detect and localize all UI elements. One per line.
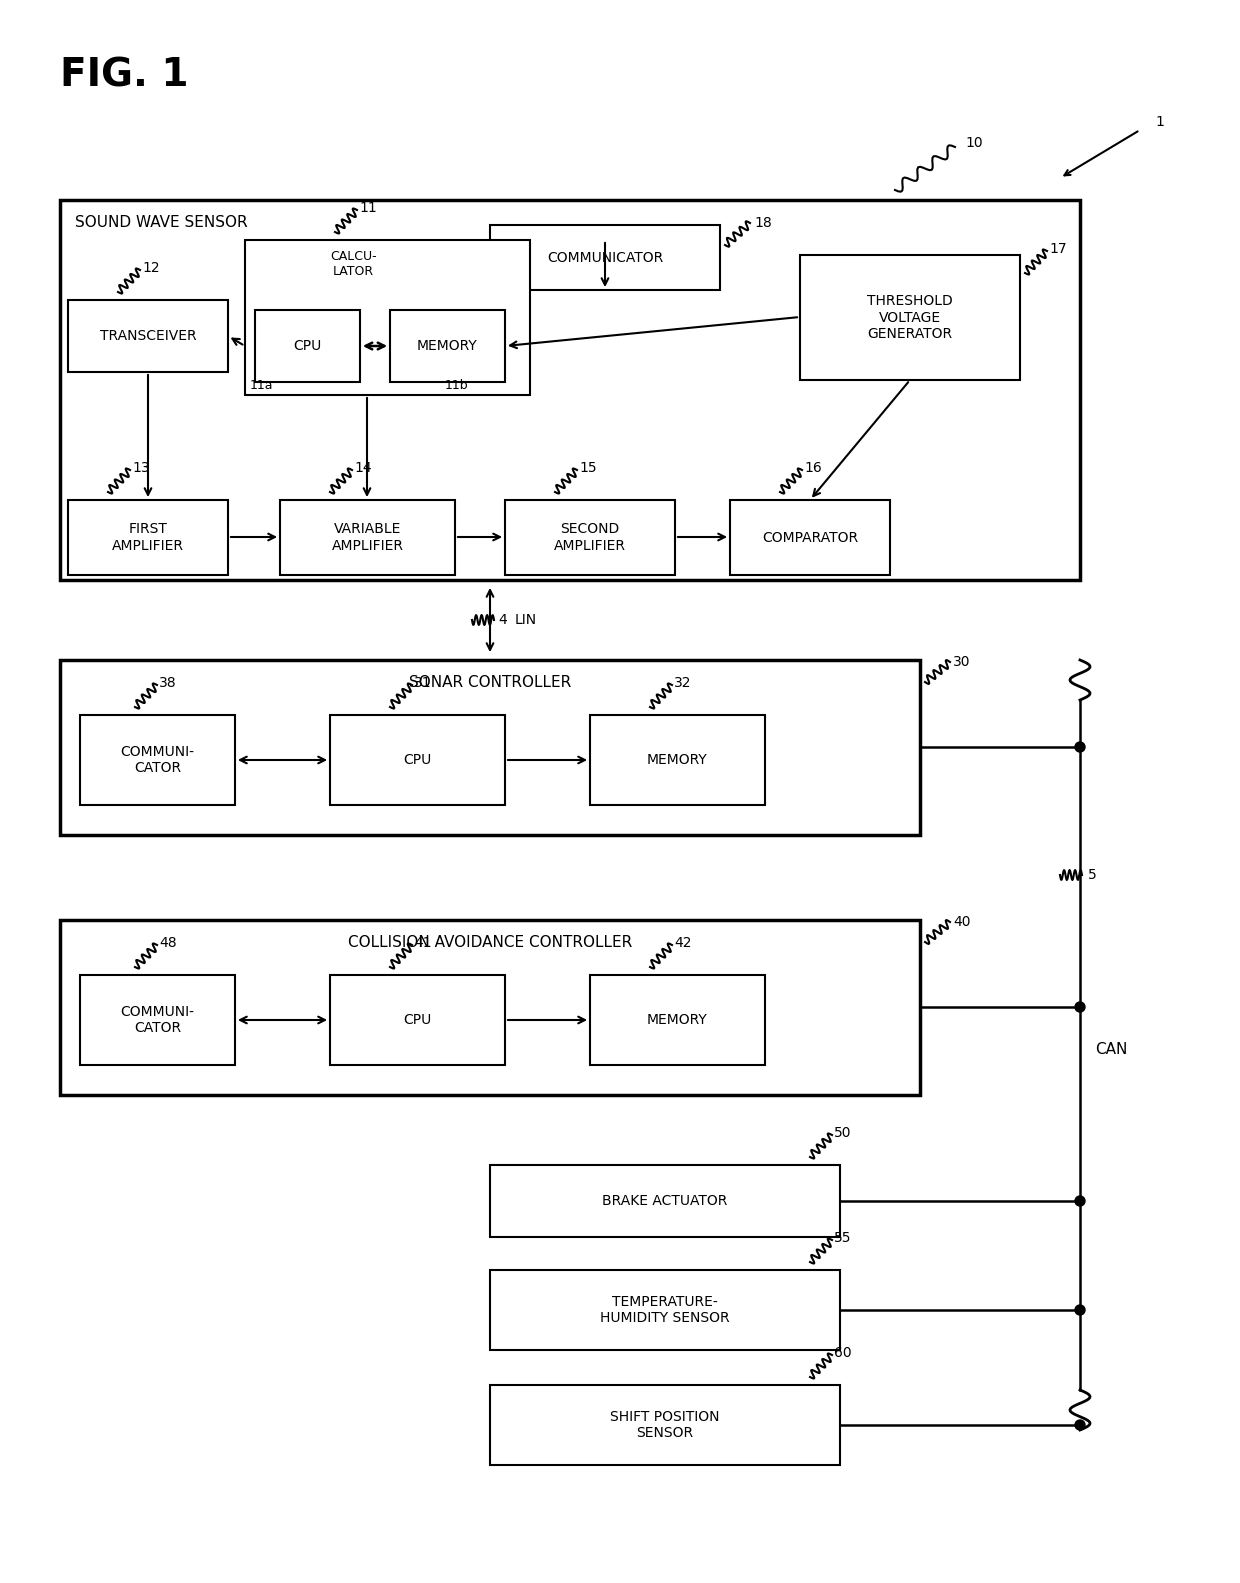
Bar xyxy=(330,716,505,806)
Text: 12: 12 xyxy=(143,261,160,275)
Text: 11: 11 xyxy=(360,201,377,215)
Bar xyxy=(246,241,529,396)
Circle shape xyxy=(1075,1197,1085,1206)
Bar xyxy=(505,500,675,575)
Bar xyxy=(730,500,890,575)
Bar xyxy=(330,975,505,1065)
Text: 48: 48 xyxy=(159,936,176,950)
Bar xyxy=(490,1385,839,1464)
Bar xyxy=(590,975,765,1065)
Bar xyxy=(590,716,765,806)
Text: COLLISION AVOIDANCE CONTROLLER: COLLISION AVOIDANCE CONTROLLER xyxy=(348,934,632,950)
Text: FIG. 1: FIG. 1 xyxy=(60,55,188,93)
Text: BRAKE ACTUATOR: BRAKE ACTUATOR xyxy=(603,1194,728,1208)
Text: MEMORY: MEMORY xyxy=(417,339,477,353)
Circle shape xyxy=(1075,742,1085,752)
Bar xyxy=(60,660,920,834)
Bar xyxy=(800,255,1021,380)
Text: 10: 10 xyxy=(965,136,982,150)
Text: VARIABLE
AMPLIFIER: VARIABLE AMPLIFIER xyxy=(331,522,403,552)
Text: 40: 40 xyxy=(954,915,971,929)
Text: MEMORY: MEMORY xyxy=(647,754,708,768)
Text: SOUND WAVE SENSOR: SOUND WAVE SENSOR xyxy=(74,215,248,230)
Text: 4: 4 xyxy=(498,613,507,627)
Text: SECOND
AMPLIFIER: SECOND AMPLIFIER xyxy=(554,522,626,552)
Text: TRANSCEIVER: TRANSCEIVER xyxy=(99,329,196,344)
Text: 30: 30 xyxy=(954,655,971,670)
Text: SONAR CONTROLLER: SONAR CONTROLLER xyxy=(409,674,572,690)
Bar xyxy=(490,1270,839,1350)
Text: CPU: CPU xyxy=(294,339,321,353)
Text: THRESHOLD
VOLTAGE
GENERATOR: THRESHOLD VOLTAGE GENERATOR xyxy=(867,294,952,340)
Bar xyxy=(60,199,1080,579)
Text: 50: 50 xyxy=(835,1126,852,1140)
Text: 11a: 11a xyxy=(250,378,274,391)
Bar xyxy=(490,225,720,290)
Text: COMPARATOR: COMPARATOR xyxy=(761,530,858,545)
Text: 60: 60 xyxy=(835,1346,852,1360)
Circle shape xyxy=(1075,1002,1085,1012)
Text: COMMUNI-
CATOR: COMMUNI- CATOR xyxy=(120,746,195,776)
Bar xyxy=(255,310,360,382)
Text: 42: 42 xyxy=(675,936,692,950)
Text: 55: 55 xyxy=(835,1232,852,1244)
Text: MEMORY: MEMORY xyxy=(647,1013,708,1027)
Text: 1: 1 xyxy=(1154,116,1164,128)
Text: SHIFT POSITION
SENSOR: SHIFT POSITION SENSOR xyxy=(610,1410,719,1441)
Text: TEMPERATURE-
HUMIDITY SENSOR: TEMPERATURE- HUMIDITY SENSOR xyxy=(600,1295,730,1325)
Bar xyxy=(60,920,920,1095)
Bar xyxy=(68,500,228,575)
Text: 11b: 11b xyxy=(445,378,469,391)
Text: COMMUNI-
CATOR: COMMUNI- CATOR xyxy=(120,1005,195,1035)
Text: CPU: CPU xyxy=(403,754,432,768)
Bar xyxy=(391,310,505,382)
Text: 13: 13 xyxy=(131,461,150,475)
Bar xyxy=(68,301,228,372)
Text: CAN: CAN xyxy=(1095,1043,1127,1057)
Circle shape xyxy=(1075,1420,1085,1429)
Text: CALCU-
LATOR: CALCU- LATOR xyxy=(330,250,377,279)
Text: CPU: CPU xyxy=(403,1013,432,1027)
Text: LIN: LIN xyxy=(515,613,537,627)
Text: 31: 31 xyxy=(414,676,432,690)
Text: 15: 15 xyxy=(579,461,596,475)
Text: COMMUNICATOR: COMMUNICATOR xyxy=(547,250,663,264)
Text: 14: 14 xyxy=(353,461,372,475)
Text: FIRST
AMPLIFIER: FIRST AMPLIFIER xyxy=(112,522,184,552)
Bar xyxy=(81,975,236,1065)
Text: 18: 18 xyxy=(754,215,771,230)
Bar xyxy=(490,1165,839,1236)
Bar xyxy=(280,500,455,575)
Circle shape xyxy=(1075,1304,1085,1315)
Text: 32: 32 xyxy=(675,676,692,690)
Text: 38: 38 xyxy=(159,676,176,690)
Text: 17: 17 xyxy=(1049,242,1066,256)
Text: 41: 41 xyxy=(414,936,432,950)
Text: 16: 16 xyxy=(804,461,822,475)
Text: 5: 5 xyxy=(1087,867,1096,882)
Bar xyxy=(81,716,236,806)
